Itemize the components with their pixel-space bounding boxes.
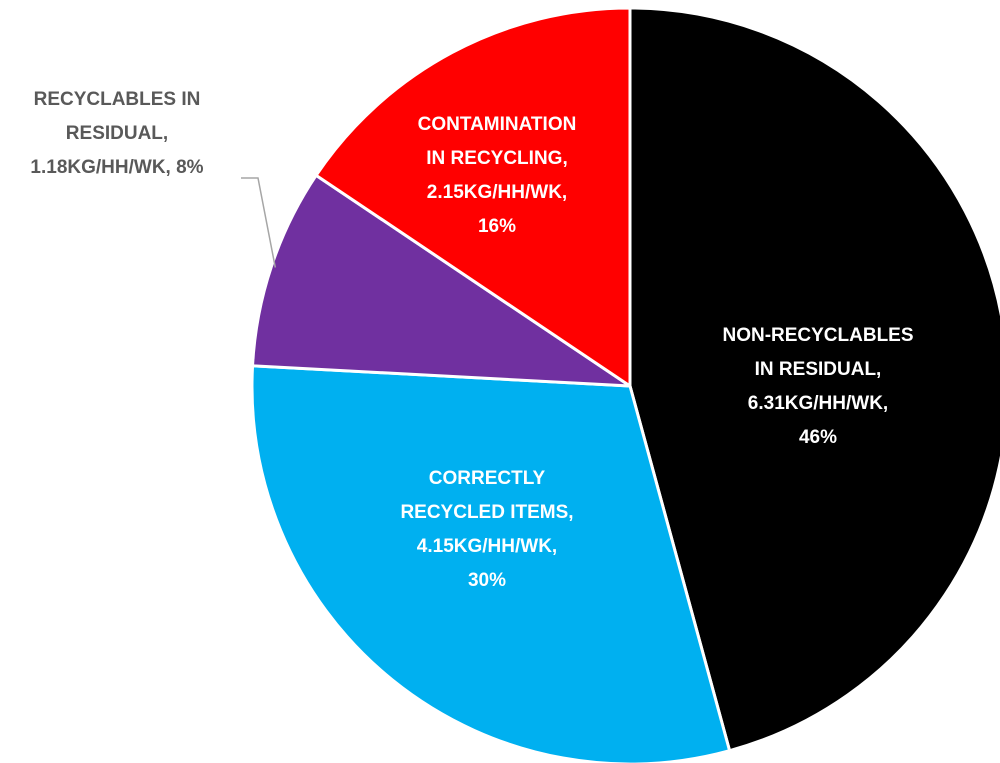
pie-slice-recyclables-in-residual — [251, 173, 632, 388]
data-label-line: 6.31KG/HH/WK, — [748, 393, 888, 414]
pie-slice-contamination-in-recycling — [314, 6, 632, 388]
data-label-line: RECYCLED ITEMS, — [400, 502, 573, 523]
data-label-line: IN RESIDUAL, — [755, 359, 882, 380]
data-label-line: RECYCLABLES IN — [34, 89, 201, 110]
data-label-line: 16% — [478, 216, 516, 237]
data-label-correctly-recycled-items: CORRECTLY RECYCLED ITEMS, 4.15KG/HH/WK, 30% — [400, 468, 573, 591]
data-label-line: IN RECYCLING, — [426, 148, 567, 169]
pie-slices — [250, 6, 1000, 763]
data-label-line: 2.15KG/HH/WK, — [427, 182, 567, 203]
data-label-line: CONTAMINATION — [418, 114, 577, 135]
data-label-line: 30% — [468, 570, 506, 591]
leader-line-recyclables-in-residual — [241, 177, 277, 268]
pie-slice-correctly-recycled-items — [250, 364, 732, 763]
data-label-line: 4.15KG/HH/WK, — [417, 536, 557, 557]
slice-labels: NON-RECYCLABLES IN RESIDUAL, 6.31KG/HH/WK,… — [30, 89, 913, 591]
data-label-non-recyclables-in-residual: NON-RECYCLABLES IN RESIDUAL, 6.31KG/HH/WK,… — [722, 325, 913, 448]
data-label-recyclables-in-residual: RECYCLABLES IN RESIDUAL, 1.18KG/HH/WK, 8% — [30, 89, 203, 178]
data-label-line: 1.18KG/HH/WK, 8% — [30, 157, 203, 178]
leader-lines — [241, 177, 277, 268]
pie-slice-non-recyclables-in-residual — [628, 6, 1000, 753]
data-label-line: 46% — [799, 427, 837, 448]
data-label-contamination-in-recycling: CONTAMINATION IN RECYCLING, 2.15KG/HH/WK, 1… — [418, 114, 577, 237]
data-label-line: CORRECTLY — [429, 468, 546, 489]
data-label-line: NON-RECYCLABLES — [722, 325, 913, 346]
data-label-line: RESIDUAL, — [66, 123, 168, 144]
